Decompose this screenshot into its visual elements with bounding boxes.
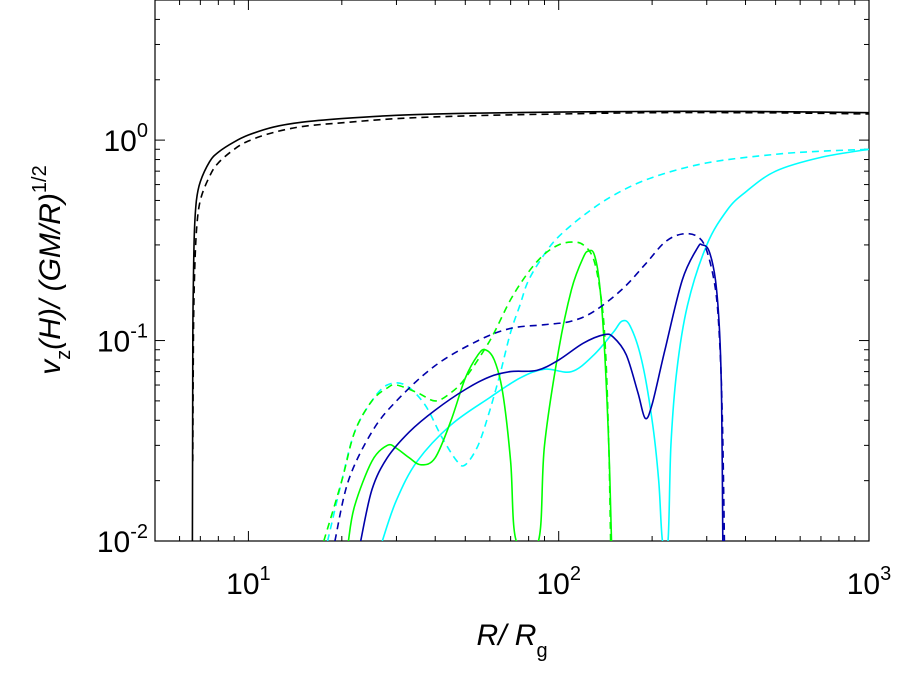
series-line-6 (334, 232, 726, 541)
plot-frame (154, 0, 870, 542)
x-tick-label: 103 (847, 563, 892, 601)
y-axis-label: vz(H)/ (GM/R)1/2 (29, 165, 75, 374)
tick-labels: 101 102 103 10-2 10-1 100 (97, 120, 891, 601)
series-line-0 (191, 110, 869, 541)
axis-ticks (154, 0, 870, 542)
x-tick-label: 101 (226, 563, 271, 601)
series-line-2 (326, 148, 869, 541)
x-tick-label: 102 (536, 563, 581, 601)
series-layer (191, 110, 869, 541)
y-tick-label: 10-1 (97, 321, 148, 359)
y-tick-label: 100 (104, 120, 149, 158)
series-line-3 (381, 148, 869, 541)
y-tick-label: 10-2 (97, 521, 148, 559)
series-line-4 (323, 241, 612, 541)
series-line-5 (347, 249, 613, 541)
x-axis-label: R/ Rg (476, 619, 547, 662)
series-line-1 (192, 111, 869, 462)
series-line-7 (359, 243, 724, 541)
